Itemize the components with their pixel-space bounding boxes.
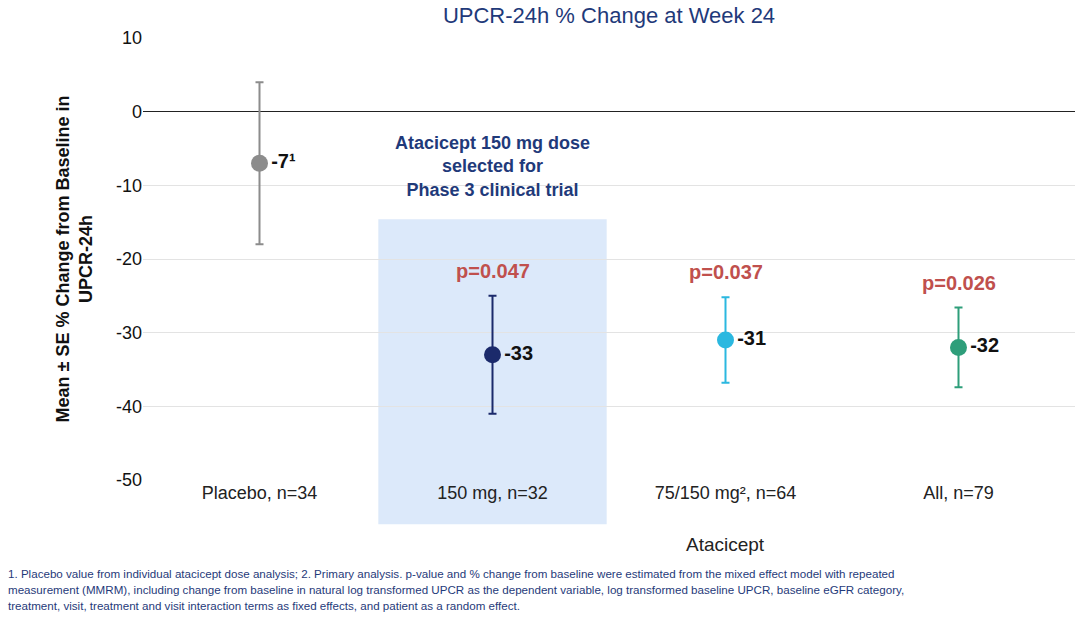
svg-text:Atacicept: Atacicept xyxy=(686,534,765,555)
svg-text:-20: -20 xyxy=(116,249,142,269)
svg-text:-50: -50 xyxy=(116,470,142,490)
svg-text:All, n=79: All, n=79 xyxy=(923,483,994,503)
svg-text:-40: -40 xyxy=(116,397,142,417)
svg-text:-10: -10 xyxy=(116,176,142,196)
svg-text:-31: -31 xyxy=(737,327,766,349)
svg-text:150 mg, n=32: 150 mg, n=32 xyxy=(437,483,548,503)
svg-text:p=0.026: p=0.026 xyxy=(922,272,996,294)
svg-text:-7¹: -7¹ xyxy=(271,150,296,172)
svg-text:Mean ± SE % Change from Baseli: Mean ± SE % Change from Baseline inUPCR-… xyxy=(53,96,96,423)
svg-text:-32: -32 xyxy=(970,334,999,356)
html-text:treatment, visit, treatment an: treatment, visit, treatment and visit in… xyxy=(8,599,520,612)
html-text:measurement (MMRM), including: measurement (MMRM), including change fro… xyxy=(8,583,905,596)
svg-text:Atacicept 150 mg doseselected: Atacicept 150 mg doseselected forPhase 3… xyxy=(395,133,590,200)
svg-text:Placebo, n=34: Placebo, n=34 xyxy=(202,483,318,503)
svg-text:75/150 mg², n=64: 75/150 mg², n=64 xyxy=(655,483,797,503)
svg-text:-33: -33 xyxy=(504,342,533,364)
svg-text:0: 0 xyxy=(132,102,142,122)
svg-text:10: 10 xyxy=(122,28,142,48)
svg-text:p=0.047: p=0.047 xyxy=(456,260,530,282)
html-text:1. Placebo value from individu: 1. Placebo value from individual atacice… xyxy=(8,567,895,580)
svg-text:-30: -30 xyxy=(116,323,142,343)
svg-text:p=0.037: p=0.037 xyxy=(689,261,763,283)
svg-text:UPCR-24h % Change at Week 24: UPCR-24h % Change at Week 24 xyxy=(443,3,775,28)
